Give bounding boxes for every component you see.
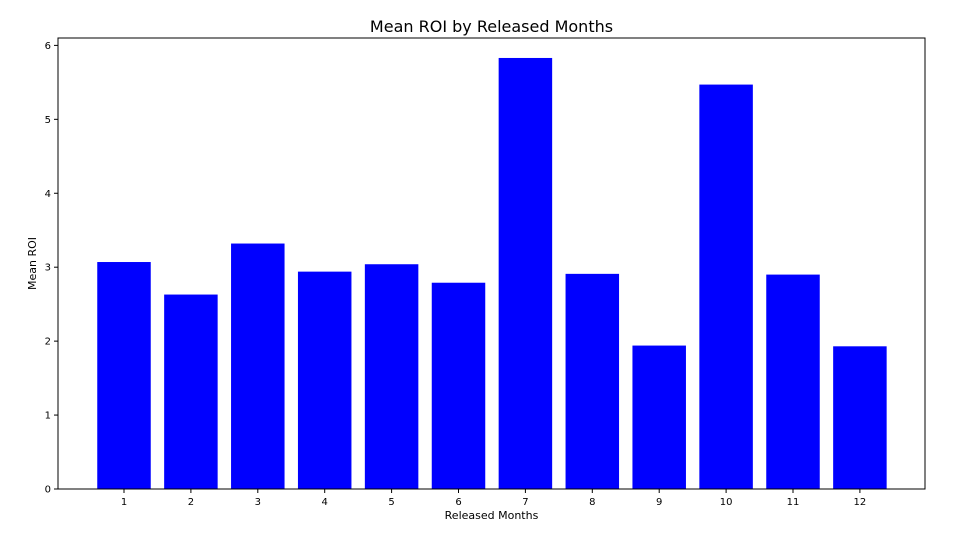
x-tick-label: 7 — [522, 497, 528, 508]
y-axis-label: Mean ROI — [26, 237, 39, 290]
x-tick-label: 9 — [656, 497, 662, 508]
x-tick-label: 3 — [255, 497, 261, 508]
x-tick-label: 11 — [787, 497, 800, 508]
x-tick-label: 5 — [388, 497, 394, 508]
x-tick-label: 8 — [589, 497, 595, 508]
bar-month-12 — [833, 346, 887, 489]
chart-title: Mean ROI by Released Months — [370, 17, 613, 36]
y-tick-label: 3 — [45, 263, 51, 274]
x-tick-label: 12 — [854, 497, 867, 508]
y-tick-label: 2 — [45, 337, 51, 348]
x-tick-label: 2 — [188, 497, 194, 508]
bar-month-5 — [364, 264, 419, 489]
x-axis: 1 2 3 4 5 6 7 8 9 10 11 12 — [121, 489, 866, 508]
y-tick-label: 1 — [45, 411, 51, 422]
bar-month-2 — [164, 294, 218, 489]
y-axis: 0 1 2 3 4 5 6 — [45, 41, 58, 496]
bar-month-9 — [632, 345, 686, 489]
x-axis-label: Released Months — [445, 509, 539, 522]
x-tick-label: 6 — [455, 497, 461, 508]
plot-frame — [57, 37, 926, 490]
bar-month-1 — [97, 262, 151, 489]
bar-month-10 — [699, 84, 753, 490]
bar-month-3 — [231, 243, 285, 489]
bar-month-8 — [565, 273, 620, 489]
x-tick-label: 1 — [121, 497, 127, 508]
plot-area — [97, 57, 887, 490]
bar-month-4 — [297, 271, 352, 489]
y-tick-label: 6 — [45, 41, 51, 52]
y-tick-label: 5 — [45, 115, 51, 126]
bar-month-11 — [766, 274, 820, 489]
x-tick-label: 10 — [720, 497, 733, 508]
y-tick-label: 0 — [45, 485, 51, 496]
x-tick-label: 4 — [322, 497, 328, 508]
y-tick-label: 4 — [45, 189, 51, 200]
bar-month-6 — [431, 282, 486, 489]
bar-month-7 — [498, 57, 553, 490]
